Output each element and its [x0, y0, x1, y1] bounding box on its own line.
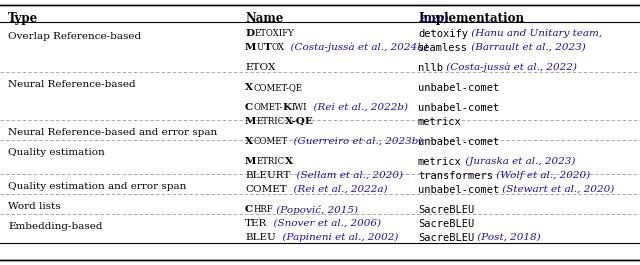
Text: metricx: metricx	[418, 117, 461, 127]
Text: nllb: nllb	[418, 63, 443, 73]
Text: OMET-: OMET-	[253, 103, 282, 112]
Text: X: X	[285, 157, 292, 166]
Text: seamless: seamless	[418, 43, 468, 53]
Text: X-QE: X-QE	[285, 117, 314, 126]
Text: (Guerreiro et al., 2023b): (Guerreiro et al., 2023b)	[287, 137, 422, 146]
Text: unbabel-comet: unbabel-comet	[418, 137, 499, 147]
Text: IWI: IWI	[292, 103, 307, 112]
Text: SacreBLEU: SacreBLEU	[418, 233, 474, 243]
Text: (Barrault et al., 2023): (Barrault et al., 2023)	[468, 43, 586, 52]
Text: (Rei et al., 2022a): (Rei et al., 2022a)	[287, 185, 387, 194]
Text: X: X	[245, 137, 253, 146]
Text: (Popović, 2015): (Popović, 2015)	[273, 205, 358, 215]
Text: HRF: HRF	[253, 205, 273, 214]
Text: (Costa-jussà et al., 2022): (Costa-jussà et al., 2022)	[443, 63, 577, 73]
Text: (Rei et al., 2022b): (Rei et al., 2022b)	[307, 103, 408, 112]
Text: Neural Reference-based and error span: Neural Reference-based and error span	[8, 128, 217, 137]
Text: Neural Reference-based: Neural Reference-based	[8, 80, 136, 89]
Text: K: K	[282, 103, 292, 112]
Text: C: C	[245, 103, 253, 112]
Text: (Stewart et al., 2020): (Stewart et al., 2020)	[499, 185, 614, 194]
Text: Name: Name	[245, 12, 284, 25]
Text: D: D	[245, 29, 254, 38]
Text: Quality estimation: Quality estimation	[8, 148, 105, 157]
Text: Overlap Reference-based: Overlap Reference-based	[8, 32, 141, 41]
Text: Type: Type	[8, 12, 38, 25]
Text: Embedding-based: Embedding-based	[8, 222, 102, 231]
Text: detoxify: detoxify	[418, 29, 468, 39]
Text: COMET: COMET	[245, 185, 287, 194]
Text: (Snover et al., 2006): (Snover et al., 2006)	[268, 219, 381, 228]
Text: U: U	[257, 43, 264, 52]
Text: M: M	[245, 43, 257, 52]
Text: unbabel-comet: unbabel-comet	[418, 103, 499, 113]
Text: transformers: transformers	[418, 171, 493, 181]
Text: COMET: COMET	[253, 137, 287, 146]
Text: BLEURT: BLEURT	[245, 171, 291, 180]
Text: (Post, 2018): (Post, 2018)	[474, 233, 541, 242]
Text: (Sellam et al., 2020): (Sellam et al., 2020)	[291, 171, 403, 180]
Text: unbabel-comet: unbabel-comet	[418, 83, 499, 93]
Text: M: M	[245, 117, 257, 126]
Text: M: M	[245, 157, 257, 166]
Text: TER: TER	[245, 219, 268, 228]
Text: COMET-QE: COMET-QE	[253, 83, 302, 92]
Text: (Costa-jussà et al., 2024b): (Costa-jussà et al., 2024b)	[284, 43, 428, 52]
Text: X: X	[245, 83, 253, 92]
Text: T: T	[264, 43, 271, 52]
Text: (Wolf et al., 2020): (Wolf et al., 2020)	[493, 171, 590, 180]
Text: ETOX: ETOX	[245, 63, 275, 72]
Text: ETRIC: ETRIC	[257, 157, 285, 166]
Text: (Papineni et al., 2002): (Papineni et al., 2002)	[276, 233, 398, 242]
Text: (Juraska et al., 2023): (Juraska et al., 2023)	[461, 157, 575, 166]
Text: 2020): 2020)	[418, 15, 449, 24]
Text: SacreBLEU: SacreBLEU	[418, 219, 474, 229]
Text: Quality estimation and error span: Quality estimation and error span	[8, 182, 186, 191]
Text: BLEU: BLEU	[245, 233, 276, 242]
Text: OX: OX	[271, 43, 284, 52]
Text: ETOXIFY: ETOXIFY	[254, 29, 294, 38]
Text: ETRIC: ETRIC	[257, 117, 285, 126]
Text: C: C	[245, 205, 253, 214]
Text: metricx: metricx	[418, 157, 461, 167]
Text: unbabel-comet: unbabel-comet	[418, 185, 499, 195]
Text: (Hanu and Unitary team,: (Hanu and Unitary team,	[468, 29, 602, 38]
Text: SacreBLEU: SacreBLEU	[418, 205, 474, 215]
Text: Implementation: Implementation	[418, 12, 524, 25]
Text: Word lists: Word lists	[8, 202, 61, 211]
